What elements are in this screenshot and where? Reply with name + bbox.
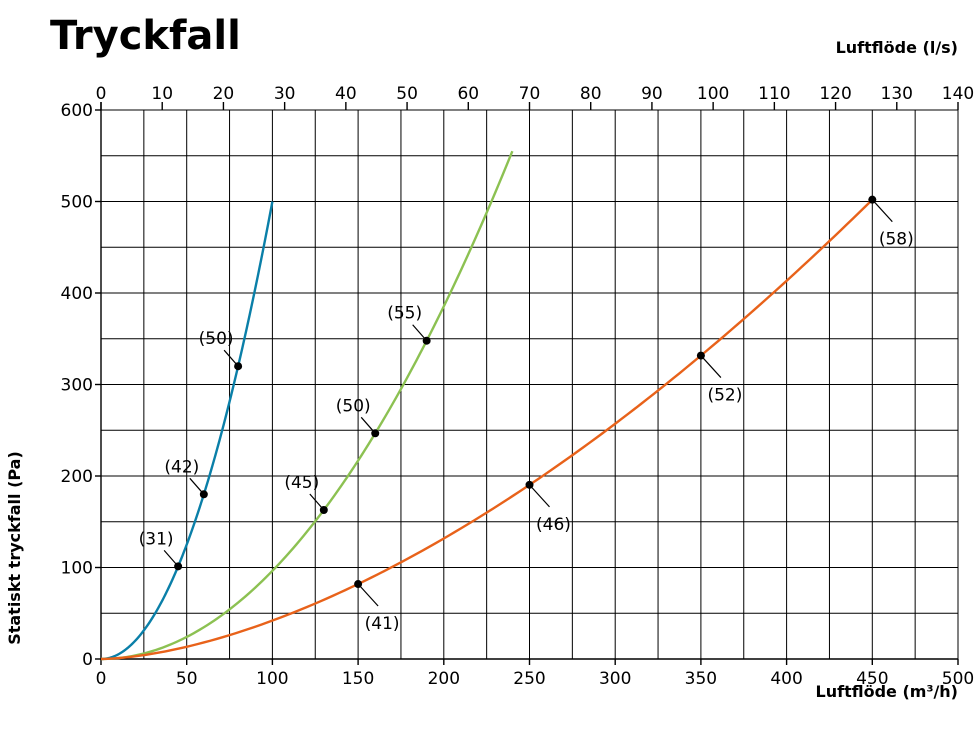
x2-tick-label: 30 xyxy=(274,84,296,104)
data-label-leader xyxy=(357,583,379,607)
y-tick-label: 600 xyxy=(61,101,93,121)
x2-tick-label: 90 xyxy=(641,84,663,104)
data-label: (50) xyxy=(199,329,234,349)
data-label: (45) xyxy=(284,473,319,493)
y-axis-title: Statiskt tryckfall (Pa) xyxy=(5,451,24,645)
series-line-green xyxy=(100,150,514,661)
y-tick-label: 400 xyxy=(61,284,93,304)
data-label: (52) xyxy=(707,386,742,406)
x-tick-label: 300 xyxy=(599,669,631,689)
x-tick-label: 50 xyxy=(176,669,198,689)
x-tick-label: 350 xyxy=(685,669,717,689)
data-label-leader xyxy=(700,355,722,378)
bottom-axis-title: Luftflöde (m³/h) xyxy=(816,682,958,701)
x-tick-label: 0 xyxy=(96,669,107,689)
x2-tick-label: 130 xyxy=(881,84,913,104)
data-label-leader xyxy=(529,484,550,508)
x2-tick-label: 100 xyxy=(697,84,729,104)
x2-tick-label: 80 xyxy=(580,84,602,104)
axes xyxy=(95,102,959,665)
data-label: (50) xyxy=(336,396,371,416)
y-tick-label: 200 xyxy=(61,467,93,487)
x2-tick-label: 110 xyxy=(758,84,790,104)
chart-title: Tryckfall xyxy=(50,13,241,59)
series-line-orange xyxy=(100,198,874,661)
data-label: (55) xyxy=(387,304,422,324)
grid xyxy=(100,109,959,660)
x-tick-label: 150 xyxy=(342,669,374,689)
data-label-leader xyxy=(412,324,428,342)
data-label-leader xyxy=(189,477,205,495)
x-tick-label: 250 xyxy=(513,669,545,689)
y-tick-label: 100 xyxy=(61,559,93,579)
data-points: (31) (42) (50) (45) (50) (55) (41) (46) (52) (58) xyxy=(139,195,914,634)
x2-tick-label: 10 xyxy=(151,84,173,104)
top-axis-title: Luftflöde (l/s) xyxy=(836,38,958,57)
y-tick-label: 300 xyxy=(61,376,93,396)
y-tick-label: 0 xyxy=(82,650,93,670)
x2-tick-label: 50 xyxy=(396,84,418,104)
data-label-leader xyxy=(223,349,239,367)
curves xyxy=(100,150,874,661)
series-line-blue xyxy=(100,201,274,661)
x-tick-label: 450 xyxy=(856,669,888,689)
x-tick-label: 400 xyxy=(770,669,802,689)
data-label-leader xyxy=(309,493,325,511)
x2-tick-label: 70 xyxy=(519,84,541,104)
data-label: (46) xyxy=(536,515,571,535)
data-label-leader xyxy=(360,416,376,434)
x-tick-label: 200 xyxy=(428,669,460,689)
data-label: (41) xyxy=(365,614,400,634)
y-tick-label: 500 xyxy=(61,193,93,213)
x2-tick-label: 120 xyxy=(819,84,851,104)
x2-tick-label: 140 xyxy=(942,84,974,104)
x2-tick-label: 20 xyxy=(213,84,235,104)
data-label: (31) xyxy=(139,529,174,549)
x2-tick-label: 60 xyxy=(457,84,479,104)
data-label-leader xyxy=(871,199,893,223)
x-tick-label: 100 xyxy=(256,669,288,689)
x2-tick-label: 0 xyxy=(96,84,107,104)
data-label: (58) xyxy=(879,230,914,250)
x-tick-label: 500 xyxy=(942,669,974,689)
x2-tick-label: 40 xyxy=(335,84,357,104)
data-label: (42) xyxy=(164,457,199,477)
data-label-leader xyxy=(163,549,179,567)
